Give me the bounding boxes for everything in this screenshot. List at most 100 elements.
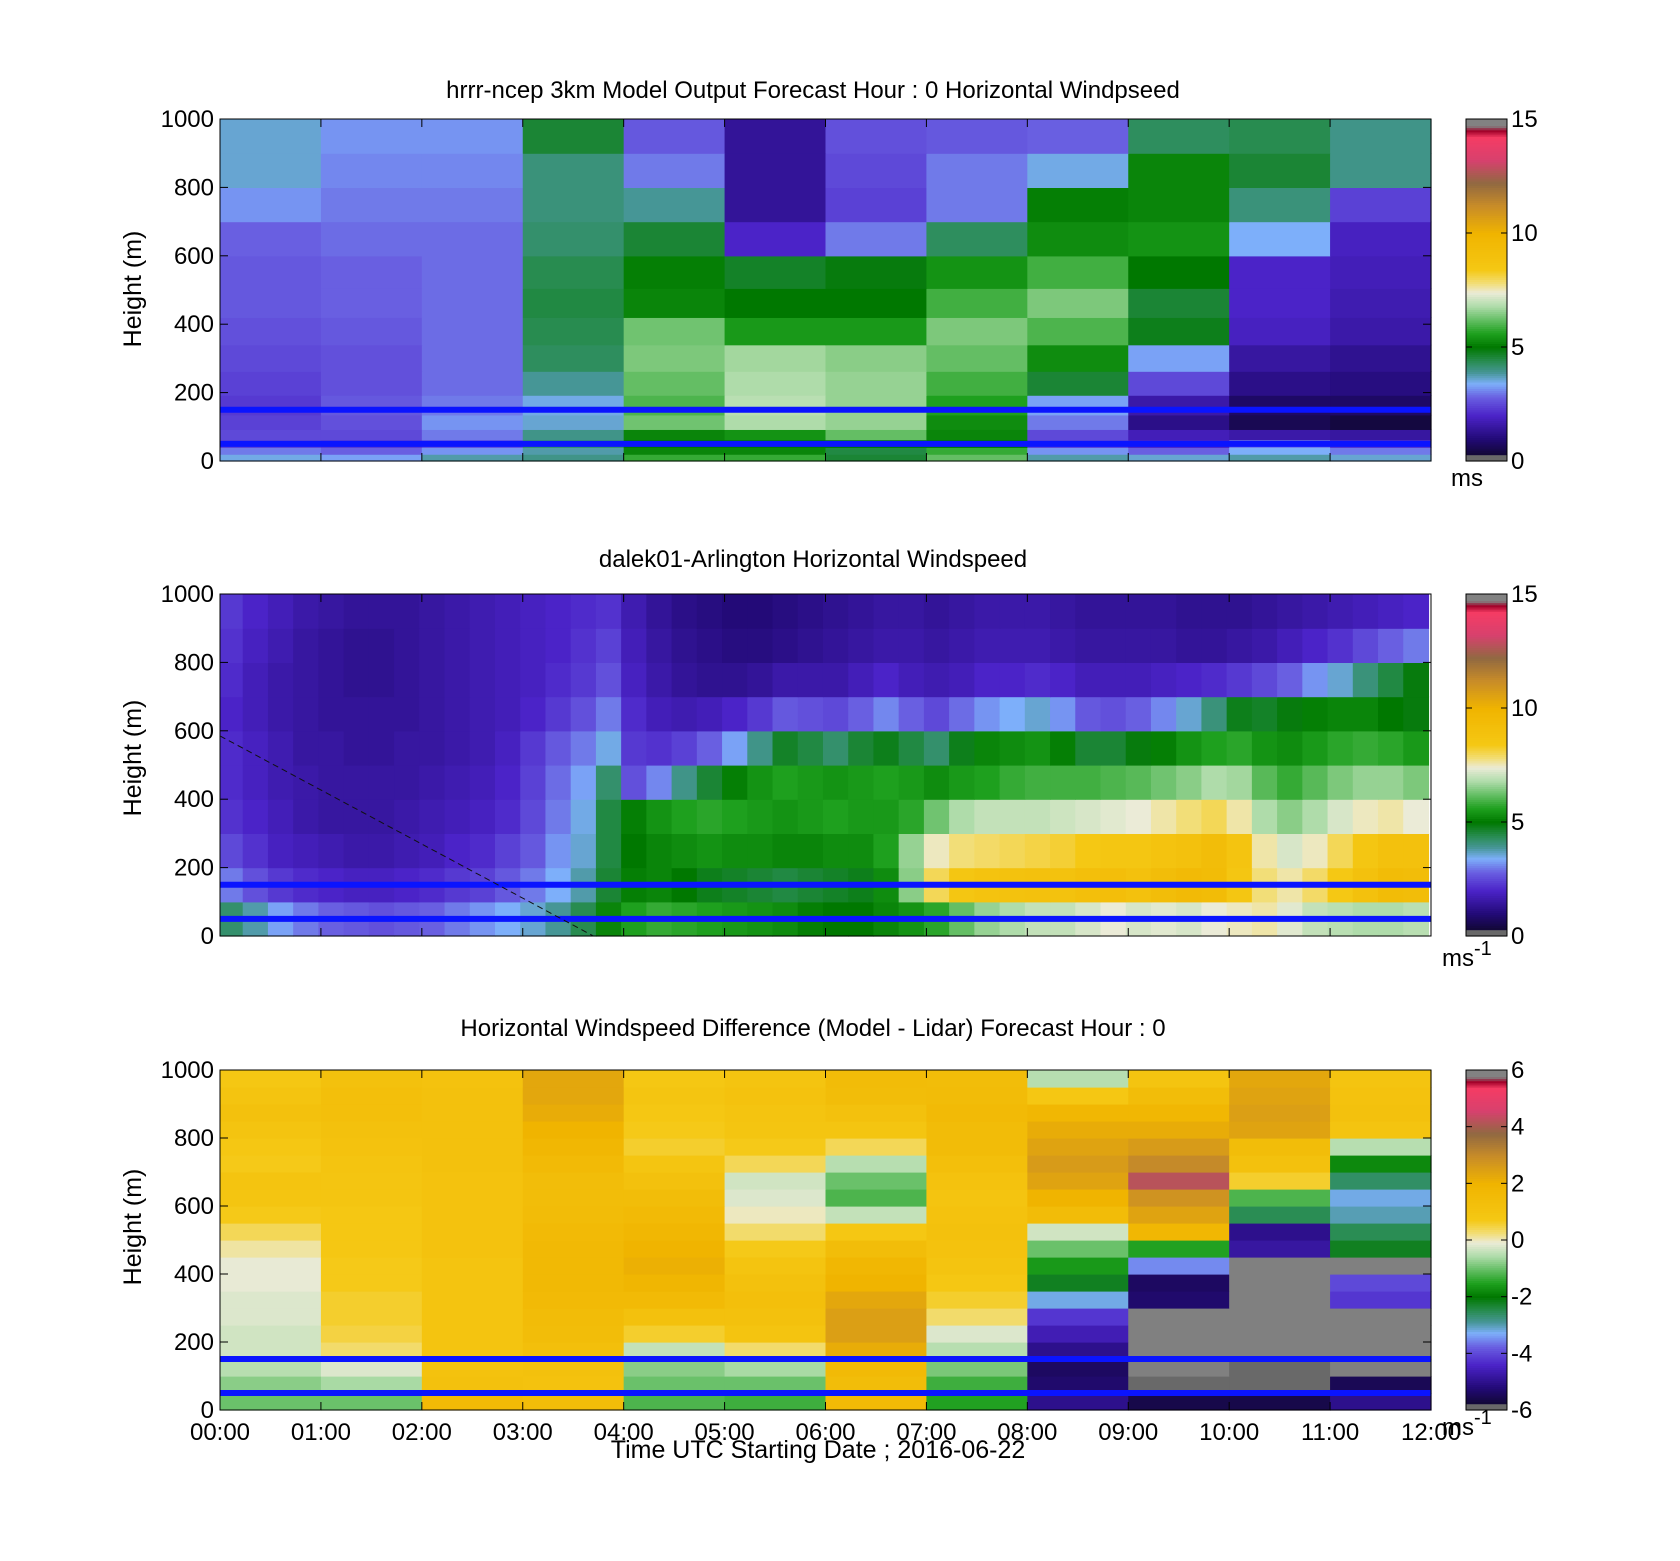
heatmap-cell xyxy=(320,454,423,462)
heatmap-cell xyxy=(1027,1342,1129,1360)
heatmap-cell xyxy=(646,594,673,629)
heatmap-cell xyxy=(1150,696,1177,732)
heatmap-cell xyxy=(522,1223,625,1241)
heatmap-cell xyxy=(1128,317,1230,346)
colorbar-segment xyxy=(1466,1142,1507,1145)
colorbar-segment xyxy=(1466,426,1507,430)
heatmap-cell xyxy=(724,187,827,223)
colorbar-segment xyxy=(1466,728,1507,732)
colorbar-segment xyxy=(1466,628,1507,631)
heatmap-cell xyxy=(1128,1121,1230,1139)
colorbar-segment xyxy=(1466,458,1507,462)
colorbar-segment xyxy=(1466,1072,1507,1075)
heatmap-cell xyxy=(1330,447,1432,455)
heatmap-cell xyxy=(421,414,524,430)
heatmap-cell xyxy=(320,1189,423,1207)
heatmap-cell xyxy=(421,187,524,223)
heatmap-cell xyxy=(696,730,723,766)
colorbar-tick-label: 4 xyxy=(1511,1114,1524,1141)
heatmap-cell xyxy=(520,765,547,800)
colorbar-segment xyxy=(1466,803,1507,807)
colorbar-segment xyxy=(1466,1146,1507,1150)
heatmap-cell xyxy=(1330,1359,1432,1377)
colorbar-segment xyxy=(1466,281,1507,285)
heatmap-cell xyxy=(343,730,370,766)
x-tick-label: 11:00 xyxy=(1301,1419,1359,1446)
heatmap-cell xyxy=(220,1189,322,1207)
heatmap-cell xyxy=(1128,1308,1230,1326)
heatmap-cell xyxy=(898,765,925,800)
colorbar-segment xyxy=(1466,159,1507,163)
heatmap-cell xyxy=(444,730,471,766)
heatmap-cell xyxy=(267,628,294,663)
heatmap-cell xyxy=(318,662,345,698)
colorbar-segment xyxy=(1466,176,1507,180)
colorbar-segment xyxy=(1466,621,1507,625)
colorbar-segment xyxy=(1466,726,1507,730)
colorbar-segment xyxy=(1466,247,1507,250)
colorbar-segment xyxy=(1466,1133,1507,1137)
heatmap-cell xyxy=(1128,1274,1230,1292)
colorbar-segment xyxy=(1466,1218,1507,1222)
heatmap-cell xyxy=(1024,628,1051,663)
colorbar-segment xyxy=(1466,694,1507,698)
heatmap-cell xyxy=(724,1138,827,1156)
colorbar-segment xyxy=(1466,1159,1507,1162)
colorbar-segment xyxy=(1466,844,1507,847)
heatmap-cell xyxy=(623,187,726,223)
colorbar-segment xyxy=(1466,1354,1507,1358)
heatmap-cell xyxy=(320,414,423,430)
heatmap-cell xyxy=(1229,288,1331,318)
colorbar-segment xyxy=(1466,136,1507,139)
heatmap-cell xyxy=(671,730,698,766)
colorbar-segment xyxy=(1466,1074,1507,1077)
colorbar-segment xyxy=(1466,1116,1507,1120)
colorbar-segment xyxy=(1466,1261,1507,1264)
heatmap-cell xyxy=(724,1342,827,1360)
heatmap-cell xyxy=(825,1070,928,1088)
colorbar-segment xyxy=(1466,343,1507,347)
colorbar-segment xyxy=(1466,287,1507,291)
heatmap-cell xyxy=(999,730,1026,766)
heatmap-cell xyxy=(318,833,345,869)
colorbar-segment xyxy=(1466,1403,1507,1407)
colorbar-segment xyxy=(1466,1191,1507,1194)
heatmap-cell xyxy=(1229,429,1331,441)
heatmap-cell xyxy=(318,765,345,800)
heatmap-cell xyxy=(1128,1291,1230,1309)
model-ylabel: Height (m) xyxy=(119,231,147,348)
heatmap-cell xyxy=(825,414,928,430)
x-tick-label: 12:00 xyxy=(1401,1419,1461,1446)
heatmap-cell xyxy=(1229,1121,1331,1139)
heatmap-cell xyxy=(444,696,471,732)
heatmap-cell xyxy=(1327,662,1354,698)
heatmap-cell xyxy=(747,628,774,663)
heatmap-cell xyxy=(1251,696,1278,732)
colorbar-segment xyxy=(1466,441,1507,445)
heatmap-cell xyxy=(1229,1087,1331,1105)
heatmap-cell xyxy=(722,833,748,869)
colorbar-segment xyxy=(1466,801,1507,805)
heatmap-cell xyxy=(1330,1342,1432,1360)
heatmap-cell xyxy=(1251,662,1278,698)
heatmap-cell xyxy=(926,153,1028,188)
heatmap-cell xyxy=(646,662,673,698)
difference-colorbar-unit: ms-1 xyxy=(1442,1407,1492,1441)
colorbar-segment xyxy=(1466,743,1507,747)
heatmap-cell xyxy=(623,1070,726,1088)
heatmap-cell xyxy=(646,696,673,732)
colorbar-segment xyxy=(1466,1308,1507,1311)
heatmap-cell xyxy=(394,730,420,766)
colorbar-segment xyxy=(1466,148,1507,152)
heatmap-cell xyxy=(1100,696,1127,732)
colorbar-segment xyxy=(1466,1070,1507,1073)
colorbar-segment xyxy=(1466,596,1507,599)
heatmap-cell xyxy=(522,221,625,257)
colorbar-segment xyxy=(1466,863,1507,867)
heatmap-cell xyxy=(1229,119,1331,154)
heatmap-cell xyxy=(926,1376,1028,1394)
heatmap-cell xyxy=(1403,696,1430,732)
heatmap-cell xyxy=(522,153,625,188)
heatmap-cell xyxy=(772,833,799,869)
heatmap-cell xyxy=(1050,730,1076,766)
